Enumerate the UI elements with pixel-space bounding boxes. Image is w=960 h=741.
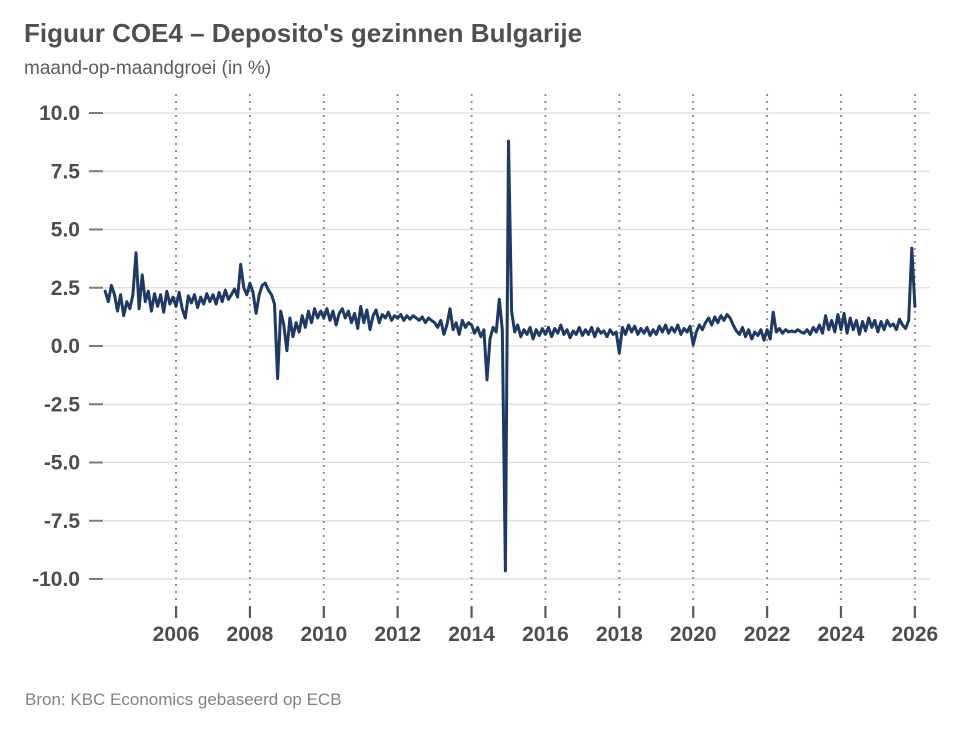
y-tick-label: -2.5 [44,393,81,416]
y-tick-label: 10.0 [39,102,80,125]
x-tick-label: 2026 [891,623,938,646]
x-tick-label: 2014 [448,623,495,646]
x-tick-label: 2008 [227,623,274,646]
y-tick-label: -7.5 [44,510,81,533]
y-axis-labels: 10.0 7.5 5.0 2.5 0.0 -2.5 -5.0 -7.5 -10.0 [32,102,80,591]
x-tick-label: 2022 [744,623,791,646]
x-tick-label: 2024 [818,623,865,646]
x-tick-label: 2010 [300,623,347,646]
source-note: Bron: KBC Economics gebaseerd op ECB [25,690,342,709]
y-tick-label: -5.0 [44,452,80,475]
vertical-dotted-gridlines [175,94,916,604]
y-tick-label: 2.5 [51,277,81,300]
x-tick-label: 2016 [522,623,569,646]
x-tick-label: 2020 [670,623,717,646]
x-tick-label: 2006 [153,623,200,646]
x-axis-labels: 2006 2008 2010 2012 2014 2016 2018 2020 2022 2024… [153,623,939,646]
y-tick-label: 5.0 [51,219,80,242]
x-tick-label: 2012 [374,623,421,646]
chart-subtitle: maand-op-maandgroei (in %) [24,58,272,79]
y-tick-label: 0.0 [51,335,80,358]
y-tick-label: -10.0 [32,568,80,591]
y-tick-label: 7.5 [51,160,81,183]
chart-title: Figuur COE4 – Deposito's gezinnen Bulgar… [24,18,583,48]
x-tick-label: 2018 [596,623,643,646]
series-line [103,139,917,573]
axis-tick-marks [89,112,916,618]
horizontal-gridlines [104,112,930,580]
